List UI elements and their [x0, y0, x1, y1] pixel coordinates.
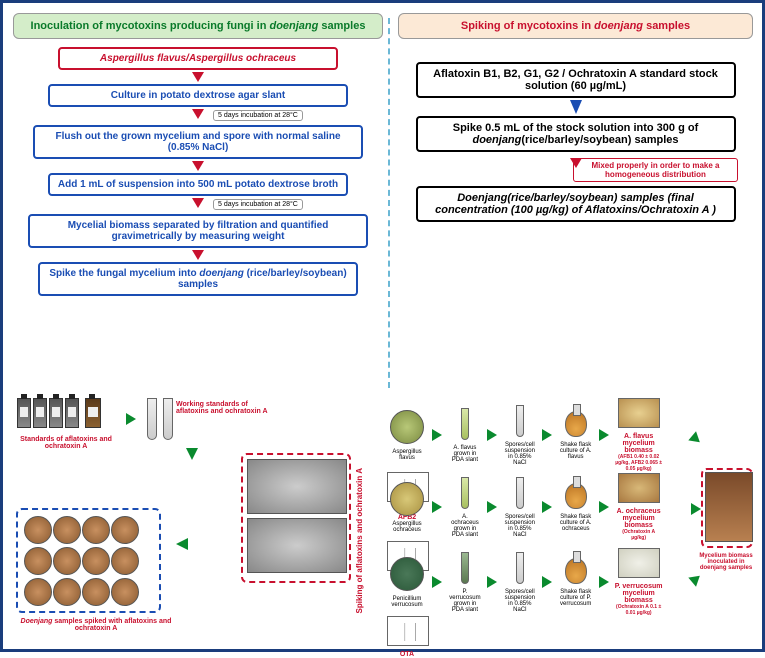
spiking-caption: Spiking of aflatoxins and ochratoxin A: [355, 468, 364, 614]
vertical-divider: [388, 18, 390, 388]
standards-caption: Standards of aflatoxins and ochratoxin A: [11, 436, 121, 450]
incubation-label-2: 5 days incubation at 28°C: [213, 199, 303, 210]
right-title: Spiking of mycotoxins in doenjang sample…: [398, 13, 753, 39]
spiked-samples-box: [16, 508, 161, 613]
step-flush: Flush out the grown mycelium and spore w…: [33, 125, 363, 159]
arrow-icon: [691, 503, 701, 515]
arrow-icon: [192, 109, 204, 119]
arrow-icon: [192, 161, 204, 171]
arrow-icon: [192, 250, 204, 260]
standards-bottles: [16, 398, 102, 433]
bottom-right-cluster: Aspergillus flavus A. flavus grown in PD…: [386, 398, 756, 638]
step-filter: Mycelial biomass separated by filtration…: [28, 214, 368, 248]
species-row-penicillium: Penicillium verrucosum P. verrucosum gro…: [386, 548, 696, 658]
arrow-icon: [126, 413, 136, 425]
final-samples-box: [701, 468, 753, 548]
step-culture: Culture in potato dextrose agar slant: [48, 84, 348, 107]
arrow-icon: [570, 100, 582, 114]
bottom-left-cluster: Standards of aflatoxins and ochratoxin A…: [11, 398, 376, 638]
arrow-icon: [186, 448, 198, 460]
step-add: Add 1 mL of suspension into 500 mL potat…: [48, 173, 348, 196]
spiking-box: [241, 453, 351, 583]
final-caption: Mycelium biomass inoculated in doenjang …: [696, 553, 756, 571]
step-organism: Aspergillus flavus/Aspergillus ochraceus: [58, 47, 338, 70]
step-spike: Spike the fungal mycelium into doenjang …: [38, 262, 358, 296]
arrow-icon: [192, 198, 204, 208]
step-spike-doenjang: Spike 0.5 mL of the stock solution into …: [416, 116, 736, 152]
left-flowchart: Inoculation of mycotoxins producing fung…: [13, 13, 383, 296]
step-stock: Aflatoxin B1, B2, G1, G2 / Ochratoxin A …: [416, 62, 736, 98]
incubation-label: 5 days incubation at 28°C: [213, 110, 303, 121]
mix-label: Mixed properly in order to make a homoge…: [573, 158, 738, 182]
working-standards: [146, 398, 174, 445]
step-final-conc: Doenjang(rice/barley/soybean) samples (f…: [416, 186, 736, 222]
left-title: Inoculation of mycotoxins producing fung…: [13, 13, 383, 39]
spiked-caption: Doenjang samples spiked with aflatoxins …: [11, 618, 181, 632]
bottom-diagram: Standards of aflatoxins and ochratoxin A…: [11, 398, 756, 643]
right-flowchart: Spiking of mycotoxins in doenjang sample…: [398, 13, 753, 222]
working-caption: Working standards of aflatoxins and ochr…: [176, 401, 276, 415]
arrow-icon: [176, 538, 188, 550]
arrow-icon: [192, 72, 204, 82]
